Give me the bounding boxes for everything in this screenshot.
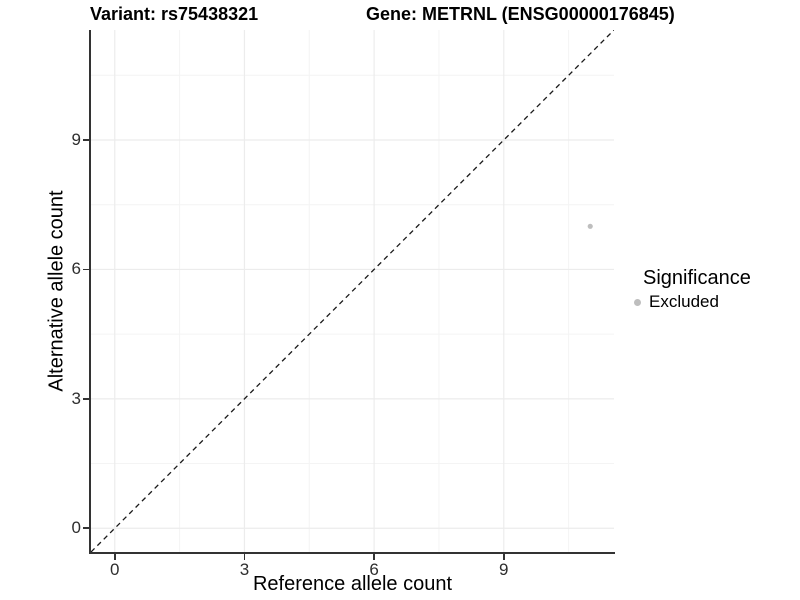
y-tick-mark <box>83 527 89 530</box>
y-tick-label: 0 <box>71 518 81 538</box>
identity-dashed-line <box>91 30 614 552</box>
y-tick-label: 3 <box>71 388 81 408</box>
y-axis-title: Alternative allele count <box>45 190 68 392</box>
x-tick-mark <box>502 554 505 560</box>
data-point <box>587 223 593 229</box>
legend-item-excluded: Excluded <box>630 291 751 313</box>
x-tick-mark <box>373 554 375 560</box>
plot-title-gene: Gene: METRNL (ENSG00000176845) <box>366 4 675 24</box>
y-tick-mark <box>83 268 89 271</box>
x-axis-title: Reference allele count <box>252 573 452 595</box>
plot-title-variant: Variant: rs75438321 <box>90 4 259 24</box>
y-tick-label: 9 <box>71 130 81 149</box>
legend-item-label: Excluded <box>649 292 719 311</box>
x-tick-mark <box>113 554 116 560</box>
legend-point-icon <box>634 298 641 306</box>
legend: Significance Excluded <box>630 266 751 313</box>
plot-panel <box>91 30 614 552</box>
legend-title: Significance <box>643 267 751 289</box>
x-tick-mark <box>243 554 246 560</box>
x-axis-line <box>89 552 615 554</box>
y-tick-mark <box>83 139 89 141</box>
y-tick-mark <box>83 398 89 400</box>
